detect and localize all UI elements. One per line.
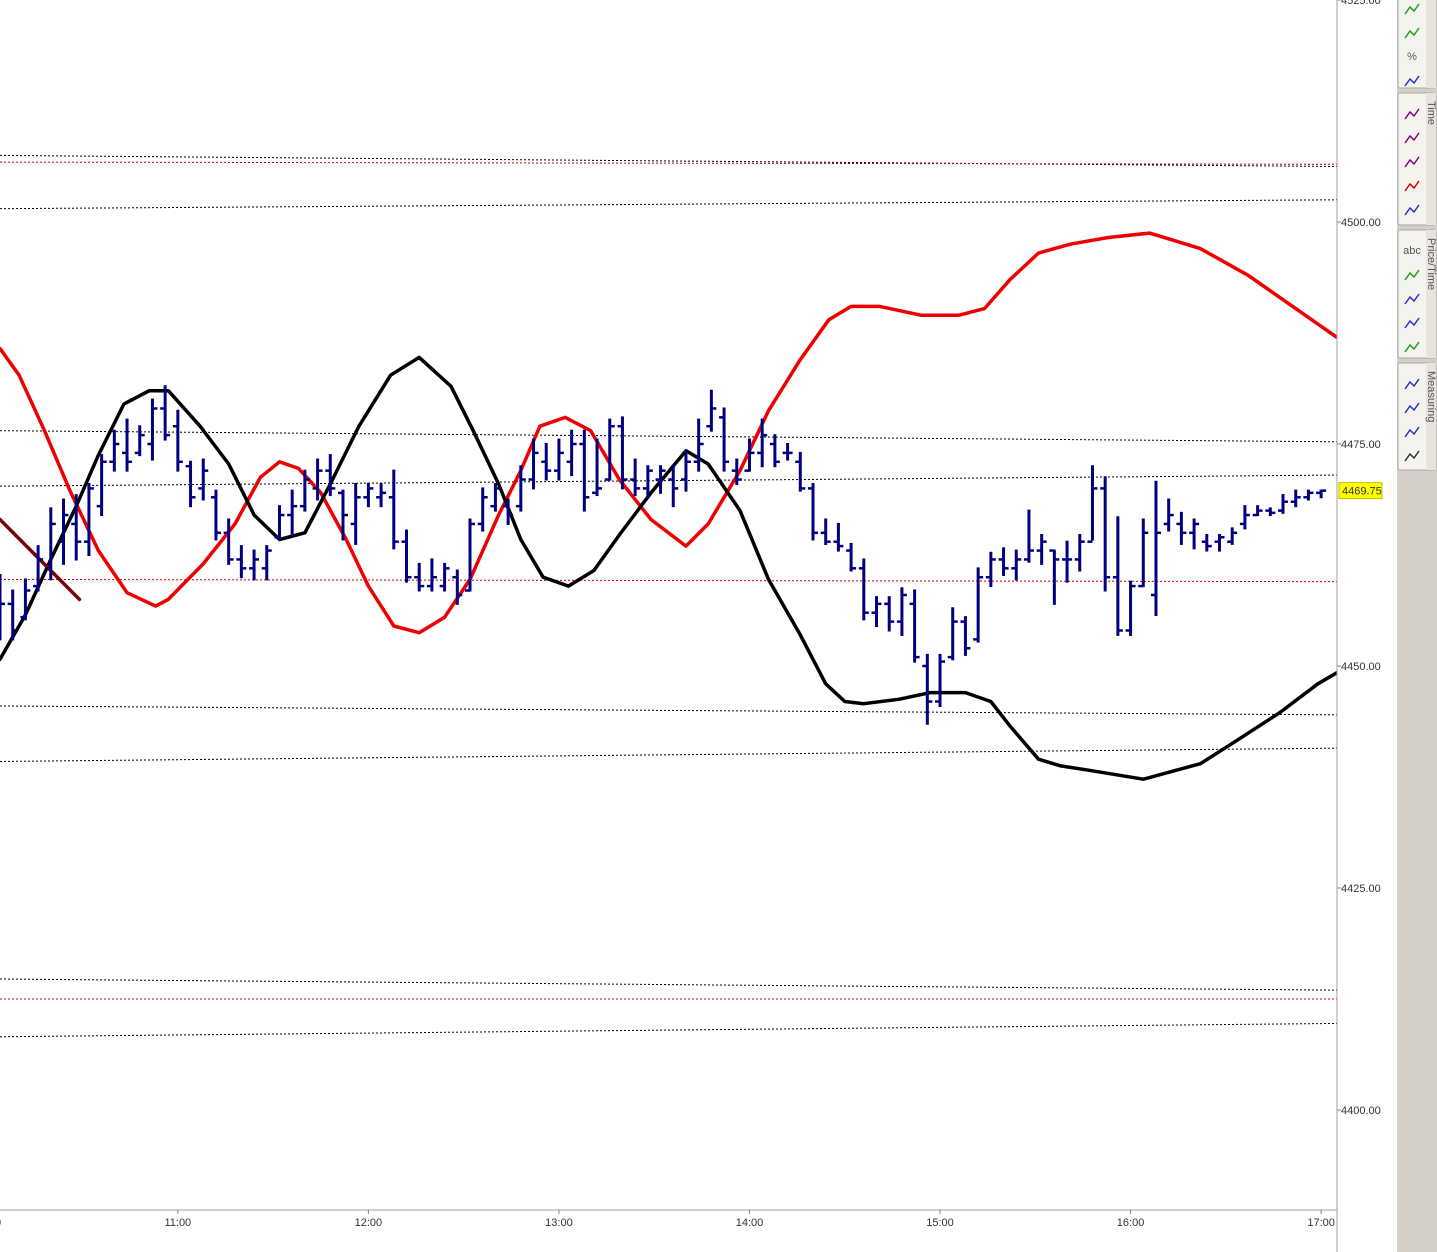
level-line <box>0 161 1337 165</box>
toolbar-section-title: Measuring <box>1425 371 1437 422</box>
level-line <box>0 705 1337 716</box>
toolbar-tool[interactable] <box>1404 378 1420 390</box>
y-tick-label: 4500.00 <box>1341 217 1381 229</box>
y-tick-label: 4475.00 <box>1341 439 1381 451</box>
x-tick-label: 12:00 <box>355 1217 383 1229</box>
plot-area <box>0 154 1337 1038</box>
toolbar-tool[interactable] <box>1404 27 1420 39</box>
toolbar-tool[interactable] <box>1404 132 1420 144</box>
x-tick-label: 16:00 <box>1117 1217 1145 1229</box>
last-price-label: 4469.75 <box>1342 486 1382 498</box>
x-tick-label: 15:00 <box>926 1217 954 1229</box>
toolbar-tool[interactable] <box>1404 3 1420 15</box>
toolbar-tool[interactable]: abc <box>1403 245 1421 257</box>
toolbar-tool[interactable] <box>1404 293 1420 305</box>
y-tick-label: 4425.00 <box>1341 883 1381 895</box>
toolbar-tool[interactable] <box>1404 317 1420 329</box>
x-tick-label: 10:00 <box>0 1217 1 1229</box>
level-line <box>0 199 1337 210</box>
toolbar-tool[interactable] <box>1404 180 1420 192</box>
toolbar-tab <box>1426 93 1436 225</box>
toolbar-tab <box>1426 230 1436 358</box>
toolbar-tool[interactable] <box>1404 402 1420 414</box>
toolbar-tool[interactable] <box>1404 108 1420 120</box>
toolbar-tool[interactable] <box>1404 269 1420 281</box>
x-tick-label: 11:00 <box>164 1217 191 1229</box>
toolbar-tool[interactable]: % <box>1407 51 1417 63</box>
last-price-box <box>1338 482 1383 500</box>
toolbar-tool[interactable] <box>1404 341 1420 353</box>
level-line <box>0 747 1337 762</box>
x-tick-label: 13:00 <box>545 1217 573 1229</box>
indicator-line <box>0 355 1337 781</box>
y-tick-label: 4450.00 <box>1341 661 1381 673</box>
toolbar-tool[interactable] <box>1404 75 1420 87</box>
axes: 4400.00 4425.00 4450.00 4475.00 4500.00 4525.… <box>0 0 1383 1229</box>
level-line <box>0 578 1337 583</box>
level-line <box>0 430 1337 443</box>
toolbar-tool[interactable] <box>1404 450 1420 462</box>
toolbar-tool[interactable] <box>1404 156 1420 168</box>
level-line <box>0 154 1337 168</box>
x-tick-label: 17:00 <box>1307 1217 1335 1229</box>
toolbar-tool[interactable] <box>1404 204 1420 216</box>
x-tick-label: 14:00 <box>736 1217 764 1229</box>
toolbar-section-title: Time <box>1425 101 1437 125</box>
toolbar-section-title: Price/Time <box>1425 238 1437 290</box>
toolbar-tab <box>1426 0 1436 88</box>
toolbar-tool[interactable] <box>1404 426 1420 438</box>
level-line <box>0 978 1337 991</box>
toolbar-tab <box>1426 363 1436 470</box>
y-tick-label: 4400.00 <box>1341 1105 1381 1117</box>
indicator-line <box>0 231 1337 635</box>
level-line <box>0 1022 1337 1038</box>
y-tick-label: 4525.00 <box>1341 0 1381 7</box>
